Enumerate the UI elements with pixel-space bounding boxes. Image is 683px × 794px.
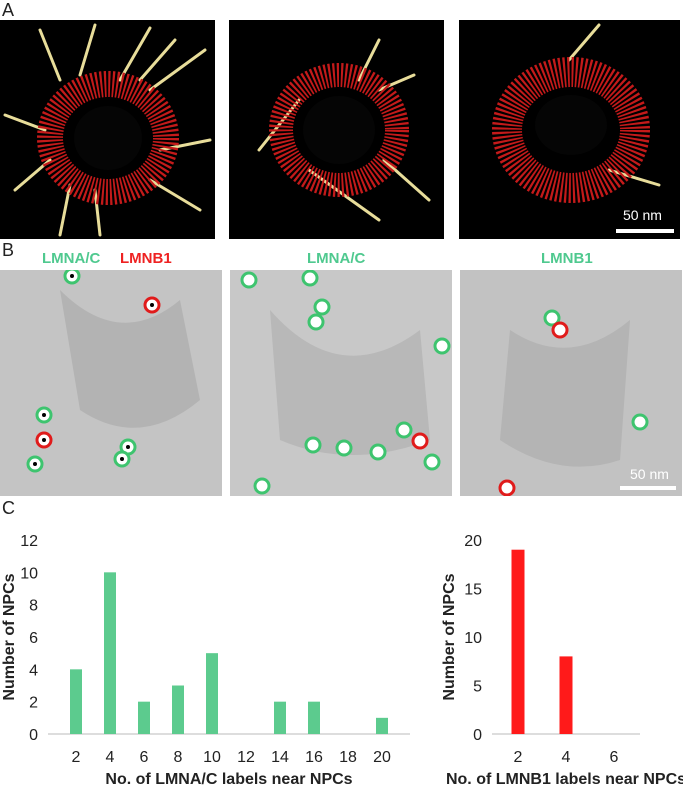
x-tick-label: 6 bbox=[140, 749, 149, 766]
x-tick-label: 16 bbox=[305, 749, 323, 766]
bar bbox=[308, 701, 320, 734]
bar bbox=[104, 572, 116, 734]
scale-bar-label: 50 nm bbox=[623, 207, 662, 223]
tomogram-2 bbox=[230, 270, 452, 496]
npc-render-3: 50 nm bbox=[459, 20, 680, 239]
y-tick-label: 10 bbox=[20, 565, 38, 582]
y-tick-label: 0 bbox=[473, 727, 482, 744]
y-tick-label: 20 bbox=[464, 533, 482, 550]
x-tick-label: 4 bbox=[562, 749, 571, 766]
x-tick-label: 12 bbox=[237, 749, 255, 766]
panel-b-label: B bbox=[2, 240, 15, 260]
label-lmnac: LMNA/C bbox=[42, 250, 101, 267]
y-tick-label: 8 bbox=[29, 598, 38, 615]
x-tick-label: 20 bbox=[373, 749, 391, 766]
bar bbox=[206, 653, 218, 734]
panel-c-label: C bbox=[2, 498, 15, 518]
bar bbox=[172, 685, 184, 734]
y-tick-label: 6 bbox=[29, 630, 38, 647]
x-axis-title: No. of LMNB1 labels near NPCs bbox=[446, 771, 683, 788]
label-lmnb1: LMNB1 bbox=[120, 250, 172, 267]
tomogram-3: 50 nm bbox=[460, 270, 682, 496]
scale-bar bbox=[616, 229, 674, 233]
scale-bar-tomo bbox=[620, 486, 676, 490]
y-tick-label: 12 bbox=[20, 533, 38, 550]
y-tick-label: 15 bbox=[464, 582, 482, 599]
y-tick-label: 4 bbox=[29, 662, 38, 679]
bar bbox=[511, 549, 525, 734]
npc-render-2 bbox=[229, 20, 444, 239]
x-tick-label: 18 bbox=[339, 749, 357, 766]
histogram-lmnb1: 0 5 10 15 20 2 4 6 No. of LMNB1 labels near NPCs… bbox=[441, 533, 683, 788]
y-axis-title: Number of NPCs bbox=[1, 573, 18, 700]
x-tick-label: 14 bbox=[271, 749, 289, 766]
x-tick-label: 2 bbox=[514, 749, 523, 766]
x-tick-label: 8 bbox=[174, 749, 183, 766]
x-tick-label: 2 bbox=[72, 749, 81, 766]
panel-a-label: A bbox=[2, 0, 15, 20]
bar bbox=[274, 701, 286, 734]
x-tick-label: 10 bbox=[203, 749, 221, 766]
tomogram-1 bbox=[0, 270, 222, 496]
y-tick-label: 0 bbox=[29, 727, 38, 744]
y-tick-label: 2 bbox=[29, 695, 38, 712]
scale-bar-tomo-label: 50 nm bbox=[630, 466, 669, 482]
bar bbox=[70, 669, 82, 734]
label-lmnac-mid: LMNA/C bbox=[307, 250, 366, 267]
y-tick-label: 5 bbox=[473, 679, 482, 696]
label-lmnb1-right: LMNB1 bbox=[541, 250, 593, 267]
x-axis-title: No. of LMNA/C labels near NPCs bbox=[105, 771, 352, 788]
y-tick-label: 10 bbox=[464, 630, 482, 647]
bar bbox=[138, 701, 150, 734]
npc-render-1 bbox=[0, 20, 215, 239]
x-tick-label: 6 bbox=[610, 749, 619, 766]
y-axis-title: Number of NPCs bbox=[441, 573, 458, 700]
histogram-lmnac: 0 2 4 6 8 10 12 2 4 6 8 10 12 14 16 18 20 No. of LMNA/C l… bbox=[1, 533, 410, 788]
bar bbox=[559, 656, 573, 734]
x-tick-label: 4 bbox=[106, 749, 115, 766]
bar bbox=[376, 717, 388, 734]
